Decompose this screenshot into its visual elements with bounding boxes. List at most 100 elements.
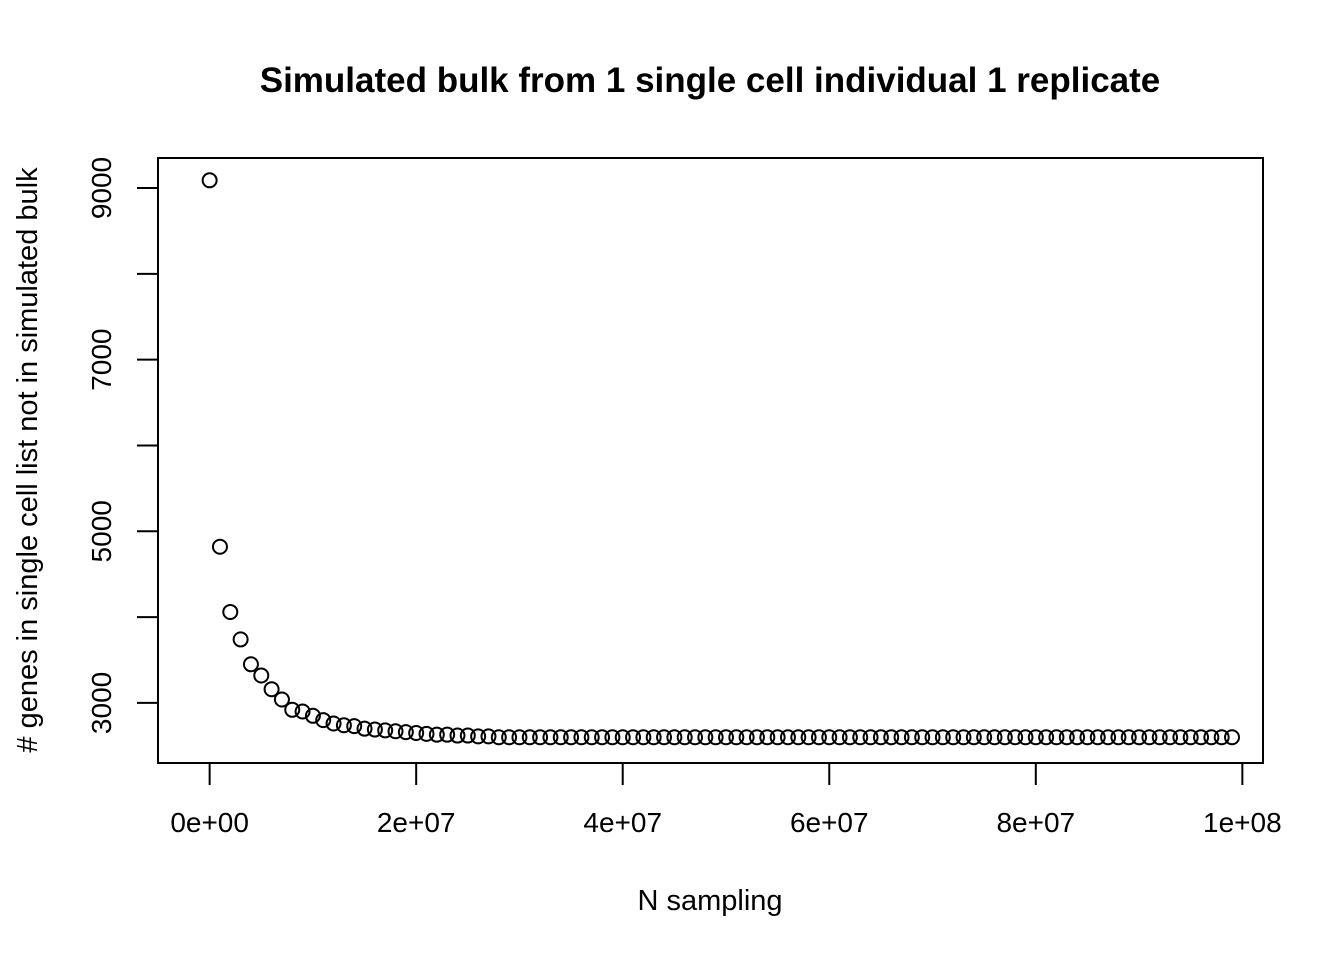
data-point bbox=[439, 726, 456, 743]
data-point bbox=[1182, 729, 1199, 746]
data-point bbox=[1162, 729, 1179, 746]
data-point bbox=[955, 729, 972, 746]
data-point bbox=[273, 691, 290, 708]
data-point bbox=[635, 729, 652, 746]
data-point bbox=[656, 729, 673, 746]
data-point bbox=[542, 729, 559, 746]
data-point bbox=[810, 729, 827, 746]
data-point bbox=[408, 724, 425, 741]
data-point bbox=[501, 729, 518, 746]
data-point bbox=[769, 729, 786, 746]
data-point bbox=[1110, 729, 1127, 746]
x-tick-label: 0e+00 bbox=[170, 807, 249, 838]
x-axis: 0e+00 2e+07 4e+07 6e+07 8e+07 1e+08 bbox=[170, 762, 1282, 838]
data-point bbox=[614, 729, 631, 746]
y-tick-label: 3000 bbox=[86, 672, 117, 734]
data-point bbox=[800, 729, 817, 746]
data-point bbox=[470, 728, 487, 745]
data-point bbox=[315, 712, 332, 729]
data-point bbox=[304, 707, 321, 724]
data-point bbox=[521, 729, 538, 746]
data-point bbox=[1172, 729, 1189, 746]
data-point bbox=[1048, 729, 1065, 746]
data-point bbox=[625, 729, 642, 746]
data-point bbox=[263, 681, 280, 698]
plot-frame bbox=[157, 157, 1264, 764]
data-point bbox=[594, 729, 611, 746]
data-point bbox=[697, 729, 714, 746]
data-point bbox=[346, 718, 363, 735]
data-point bbox=[914, 729, 931, 746]
data-point bbox=[1100, 729, 1117, 746]
x-tick-label: 8e+07 bbox=[996, 807, 1075, 838]
data-point bbox=[852, 729, 869, 746]
y-tick-label: 7000 bbox=[86, 329, 117, 391]
data-point bbox=[1193, 729, 1210, 746]
data-point bbox=[232, 631, 249, 648]
x-tick-label: 2e+07 bbox=[377, 807, 456, 838]
data-point bbox=[862, 729, 879, 746]
data-point bbox=[532, 729, 549, 746]
data-point bbox=[387, 723, 404, 740]
data-point bbox=[676, 729, 693, 746]
data-point bbox=[201, 172, 218, 189]
data-point bbox=[253, 667, 270, 684]
data-point bbox=[563, 729, 580, 746]
data-point bbox=[872, 729, 889, 746]
data-point bbox=[335, 717, 352, 734]
data-point bbox=[1224, 729, 1241, 746]
x-tick-label: 4e+07 bbox=[583, 807, 662, 838]
data-point bbox=[490, 729, 507, 746]
data-point bbox=[222, 603, 239, 620]
data-point bbox=[883, 729, 900, 746]
data-point bbox=[1069, 729, 1086, 746]
data-points bbox=[201, 172, 1241, 746]
data-point bbox=[211, 538, 228, 555]
data-point bbox=[645, 729, 662, 746]
data-point bbox=[1151, 729, 1168, 746]
data-point bbox=[934, 729, 951, 746]
x-tick-label: 1e+08 bbox=[1203, 807, 1282, 838]
data-point bbox=[294, 703, 311, 720]
data-point bbox=[242, 656, 259, 673]
data-point bbox=[893, 729, 910, 746]
data-point bbox=[779, 729, 796, 746]
data-point bbox=[945, 729, 962, 746]
y-tick-label: 9000 bbox=[86, 157, 117, 219]
data-point bbox=[748, 729, 765, 746]
data-point bbox=[604, 729, 621, 746]
data-point bbox=[707, 729, 724, 746]
data-point bbox=[728, 729, 745, 746]
data-point bbox=[480, 728, 497, 745]
data-point bbox=[1131, 729, 1148, 746]
data-point bbox=[366, 721, 383, 738]
data-point bbox=[759, 729, 776, 746]
data-point bbox=[552, 729, 569, 746]
data-point bbox=[841, 729, 858, 746]
data-point bbox=[1027, 729, 1044, 746]
data-point bbox=[821, 729, 838, 746]
y-tick-label: 5000 bbox=[86, 500, 117, 562]
data-point bbox=[1017, 729, 1034, 746]
data-point bbox=[397, 724, 414, 741]
data-point bbox=[1203, 729, 1220, 746]
data-point bbox=[1079, 729, 1096, 746]
data-point bbox=[325, 715, 342, 732]
data-point bbox=[976, 729, 993, 746]
data-point bbox=[1058, 729, 1075, 746]
data-point bbox=[790, 729, 807, 746]
y-axis-label: # genes in single cell list not in simul… bbox=[12, 167, 44, 753]
data-point bbox=[449, 727, 466, 744]
chart-title: Simulated bulk from 1 single cell indivi… bbox=[260, 61, 1161, 100]
data-point bbox=[965, 729, 982, 746]
x-tick-label: 6e+07 bbox=[790, 807, 869, 838]
data-point bbox=[377, 722, 394, 739]
data-point bbox=[903, 729, 920, 746]
data-point bbox=[1141, 729, 1158, 746]
data-point bbox=[924, 729, 941, 746]
data-point bbox=[428, 726, 445, 743]
data-point bbox=[1120, 729, 1137, 746]
data-point bbox=[1038, 729, 1055, 746]
data-point bbox=[986, 729, 1003, 746]
